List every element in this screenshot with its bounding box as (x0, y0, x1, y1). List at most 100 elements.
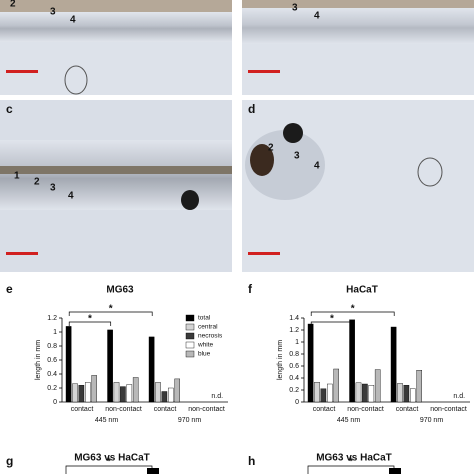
bar (120, 386, 126, 403)
legend-label: central (198, 324, 218, 331)
y-tick-label: 0 (295, 399, 299, 406)
significance-label: * (109, 304, 113, 315)
bar (91, 375, 97, 403)
bar (78, 385, 85, 403)
bar (397, 383, 403, 403)
bar (167, 387, 174, 403)
legend-swatch (185, 341, 195, 349)
significance-label: * (330, 314, 334, 325)
image-marker: 2 (268, 143, 274, 154)
significance-bracket (68, 321, 112, 326)
legend-label: necrosis (198, 333, 223, 340)
y-tick-label: 0.2 (289, 387, 299, 394)
y-tick-label: 1.2 (47, 315, 57, 322)
micrograph (242, 0, 474, 95)
legend-swatch (185, 350, 195, 358)
x-tick-label: contact (313, 406, 336, 413)
y-tick-label: 0.4 (47, 371, 57, 378)
bar (416, 370, 423, 403)
bar (320, 388, 327, 403)
bar (374, 369, 381, 403)
bar (390, 326, 397, 403)
y-axis-label: length in mm (277, 340, 284, 380)
x-tick-label: contact (396, 406, 419, 413)
bar-partial (147, 468, 159, 474)
chart-title: MG63 vs HaCaT (316, 453, 392, 464)
image-marker: 3 (292, 3, 298, 14)
bar (368, 385, 375, 403)
annotation: n.d. (211, 393, 223, 400)
y-tick-label: 0.8 (289, 351, 299, 358)
bar (113, 382, 120, 403)
image-marker: 2 (34, 177, 40, 188)
micrograph (0, 100, 232, 272)
legend-swatch (185, 332, 195, 340)
y-tick-label: 0.6 (47, 357, 57, 364)
legend-label: total (198, 315, 211, 322)
group-label: 970 nm (420, 417, 444, 424)
bar (132, 377, 139, 403)
micrograph (242, 100, 474, 272)
x-tick-label: non-contact (105, 406, 142, 413)
significance-label: * (88, 314, 92, 325)
legend-swatch (185, 323, 195, 331)
x-tick-label: non-contact (347, 406, 384, 413)
bar (349, 319, 355, 403)
image-marker: 2 (10, 0, 16, 10)
image-marker: 3 (50, 7, 56, 18)
bar (314, 382, 320, 403)
bar (327, 383, 333, 403)
y-tick-label: 1.4 (289, 315, 299, 322)
bar (333, 368, 340, 403)
panel-label: d (248, 102, 255, 116)
bar (355, 382, 362, 403)
panel-label: g (6, 454, 13, 468)
significance-label: * (107, 457, 111, 468)
significance-label: * (351, 304, 355, 315)
annotation: n.d. (453, 393, 465, 400)
significance-bracket (310, 311, 395, 316)
bar-partial (389, 468, 401, 474)
significance-label: * (349, 457, 353, 468)
bar (307, 323, 314, 403)
chart-title: MG63 vs HaCaT (74, 453, 150, 464)
panel-label: f (248, 282, 253, 296)
bar (126, 384, 133, 403)
panel-label: e (6, 282, 13, 296)
bar (174, 378, 181, 403)
x-tick-label: contact (154, 406, 177, 413)
legend-swatch (185, 314, 195, 322)
image-marker: 1 (14, 171, 20, 182)
group-label: 970 nm (178, 417, 202, 424)
micrograph (0, 0, 232, 95)
bar (107, 329, 113, 403)
image-marker: 4 (70, 15, 76, 26)
chart-title: MG63 (106, 285, 134, 296)
bar (161, 391, 168, 403)
group-label: 445 nm (337, 417, 361, 424)
bar (362, 383, 368, 403)
bar (410, 388, 416, 403)
x-tick-label: non-contact (430, 406, 467, 413)
legend-label: white (197, 342, 214, 349)
bar (148, 336, 155, 403)
y-tick-label: 0 (53, 399, 57, 406)
panel-label: h (248, 454, 255, 468)
x-tick-label: non-contact (188, 406, 225, 413)
image-marker: 3 (294, 151, 300, 162)
y-tick-label: 1.2 (289, 327, 299, 334)
y-tick-label: 0.4 (289, 375, 299, 382)
chart-title: HaCaT (346, 285, 378, 296)
bar (84, 382, 91, 403)
bar (403, 385, 410, 403)
bar (72, 383, 78, 403)
y-tick-label: 0.2 (47, 385, 57, 392)
image-marker: 3 (50, 183, 56, 194)
x-tick-label: contact (71, 406, 94, 413)
bar (65, 326, 72, 403)
significance-bracket (310, 321, 354, 326)
legend-label: blue (198, 351, 211, 358)
image-marker: 4 (68, 191, 74, 202)
y-tick-label: 1 (295, 339, 299, 346)
